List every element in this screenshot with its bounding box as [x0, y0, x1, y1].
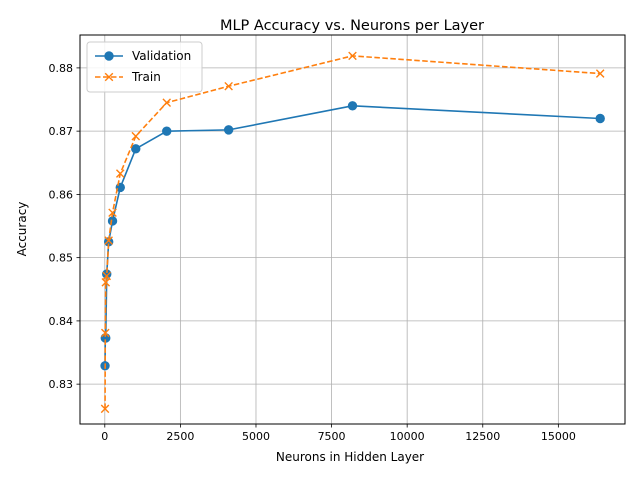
- validation-point: [131, 144, 141, 154]
- x-axis-ticks: 0 2500 5000 7500 10000 12500 15000: [101, 424, 576, 443]
- legend-item-validation: Validation: [95, 49, 191, 63]
- legend-label: Train: [131, 70, 161, 84]
- x-axis-label: Neurons in Hidden Layer: [276, 450, 424, 464]
- validation-point: [162, 126, 172, 136]
- train-point: [162, 98, 172, 107]
- x-tick-label: 10000: [390, 430, 425, 443]
- x-tick-label: 0: [101, 430, 108, 443]
- legend-box: [86, 41, 203, 93]
- validation-point: [595, 113, 605, 124]
- series-train: [100, 51, 605, 414]
- plot-frame: [79, 34, 626, 425]
- series-layer: [100, 51, 605, 414]
- x-tick-label: 5000: [242, 430, 270, 443]
- grid: [80, 35, 625, 424]
- x-tick-label: 2500: [166, 430, 194, 443]
- legend-label: Validation: [132, 49, 191, 63]
- y-tick-label: 0.88: [49, 62, 74, 75]
- x-tick-label: 7500: [318, 430, 346, 443]
- train-point: [100, 328, 110, 338]
- y-tick-label: 0.86: [49, 188, 74, 201]
- train-point: [131, 131, 141, 141]
- y-tick-label: 0.87: [49, 125, 74, 138]
- y-tick-label: 0.85: [49, 252, 74, 265]
- validation-point: [223, 125, 234, 135]
- train-point: [102, 271, 112, 281]
- validation-point: [347, 101, 358, 111]
- train-point: [115, 169, 125, 178]
- train-line: [104, 55, 601, 409]
- chart-title: MLP Accuracy vs. Neurons per Layer: [220, 18, 484, 34]
- legend-item-train: Train: [95, 70, 161, 84]
- legend-swatch-marker: [104, 72, 114, 82]
- validation-point: [107, 216, 118, 226]
- y-axis-ticks: 0.83 0.84 0.85 0.86 0.87 0.88: [49, 62, 80, 391]
- x-tick-label: 12500: [465, 430, 500, 443]
- legend: Validation Train: [86, 41, 203, 93]
- train-point: [108, 208, 117, 218]
- y-tick-label: 0.84: [49, 315, 74, 328]
- train-point: [348, 51, 357, 61]
- y-axis-label: Accuracy: [15, 202, 29, 257]
- train-point: [595, 69, 605, 78]
- x-tick-label: 15000: [541, 430, 576, 443]
- train-point: [224, 81, 233, 91]
- train-point: [104, 236, 113, 245]
- legend-swatch-marker: [104, 51, 114, 61]
- y-tick-label: 0.83: [49, 378, 74, 391]
- train-point: [100, 404, 110, 414]
